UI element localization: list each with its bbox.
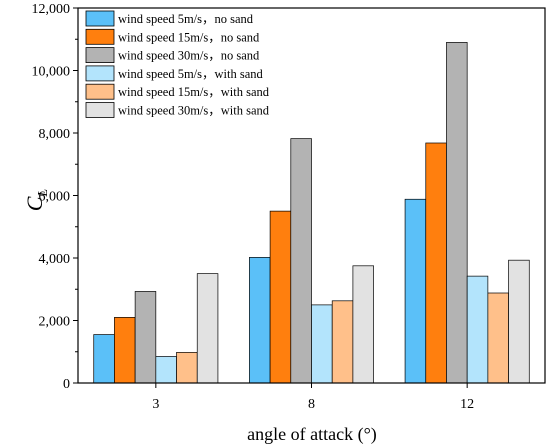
y-tick-label: 12,000 (32, 2, 71, 17)
bar-wind-speed-30m-s-with-sand-8 (352, 265, 374, 384)
y-axis-title: CL (22, 189, 51, 212)
bar-wind-speed-15m-s-with-sand-12 (487, 292, 509, 384)
y-tick-label: 8,000 (39, 127, 71, 142)
legend-swatch-wind-speed-30m-s-with-sand (85, 102, 115, 118)
bar-wind-speed-30m-s-no-sand-12 (446, 42, 468, 384)
x-tick-label: 8 (308, 397, 315, 412)
legend-swatch-wind-speed-5m-s-no-sand (85, 10, 115, 27)
y-tick-label: 6,000 (39, 190, 71, 205)
y-axis-title-subscript: L (36, 189, 51, 198)
bar-wind-speed-30m-s-with-sand-3 (196, 273, 219, 384)
y-tick-label: 0 (63, 377, 70, 392)
bar-wind-speed-5m-s-no-sand-3 (93, 334, 115, 384)
legend-label-wind-speed-15m-s-no-sand: wind speed 15m/s，no sand (118, 30, 260, 44)
x-tick-label: 12 (460, 397, 474, 412)
bar-wind-speed-15m-s-with-sand-3 (176, 352, 198, 384)
bar-wind-speed-15m-s-no-sand-12 (425, 142, 447, 384)
x-tick-label: 3 (152, 397, 159, 412)
axes-group: 3 8 12 0 2,000 4,000 6,000 8,000 10,000 12,000 (32, 2, 546, 412)
bar-wind-speed-5m-s-with-sand-3 (155, 356, 177, 384)
y-tick-label: 10,000 (32, 65, 71, 80)
bar-wind-speed-30m-s-no-sand-3 (134, 291, 157, 384)
legend-swatch-wind-speed-30m-s-no-sand (85, 47, 115, 63)
legend-label-wind-speed-15m-s-with-sand: wind speed 15m/s，with sand (118, 85, 270, 99)
y-axis-title-main: C (22, 196, 47, 211)
bar-wind-speed-30m-s-with-sand-12 (508, 259, 530, 384)
bar-wind-speed-15m-s-no-sand-3 (114, 317, 136, 384)
legend-swatch-wind-speed-5m-s-with-sand (85, 65, 115, 82)
bar-wind-speed-5m-s-with-sand-8 (311, 304, 333, 384)
legend-label-wind-speed-30m-s-with-sand: wind speed 30m/s，with sand (118, 104, 270, 118)
bar-wind-speed-15m-s-no-sand-8 (269, 210, 292, 384)
legend: wind speed 5m/s，no sand wind speed 15m/s，… (85, 10, 270, 118)
bar-wind-speed-5m-s-no-sand-12 (404, 198, 427, 384)
x-axis-title: angle of attack (°) (247, 424, 377, 445)
bars-group (93, 42, 530, 384)
y-tick-label: 2,000 (39, 315, 71, 330)
legend-swatch-wind-speed-15m-s-no-sand (85, 28, 115, 45)
legend-label-wind-speed-5m-s-with-sand: wind speed 5m/s，with sand (118, 67, 264, 81)
bar-wind-speed-30m-s-no-sand-8 (290, 138, 312, 384)
legend-label-wind-speed-5m-s-no-sand: wind speed 5m/s，no sand (118, 12, 254, 26)
bar-wind-speed-15m-s-with-sand-8 (331, 300, 354, 384)
bar-wind-speed-5m-s-no-sand-8 (249, 257, 271, 384)
bar-wind-speed-5m-s-with-sand-12 (466, 275, 489, 384)
legend-swatch-wind-speed-15m-s-with-sand (85, 83, 115, 100)
legend-label-wind-speed-30m-s-no-sand: wind speed 30m/s，no sand (118, 49, 260, 63)
y-tick-label: 4,000 (39, 252, 71, 267)
